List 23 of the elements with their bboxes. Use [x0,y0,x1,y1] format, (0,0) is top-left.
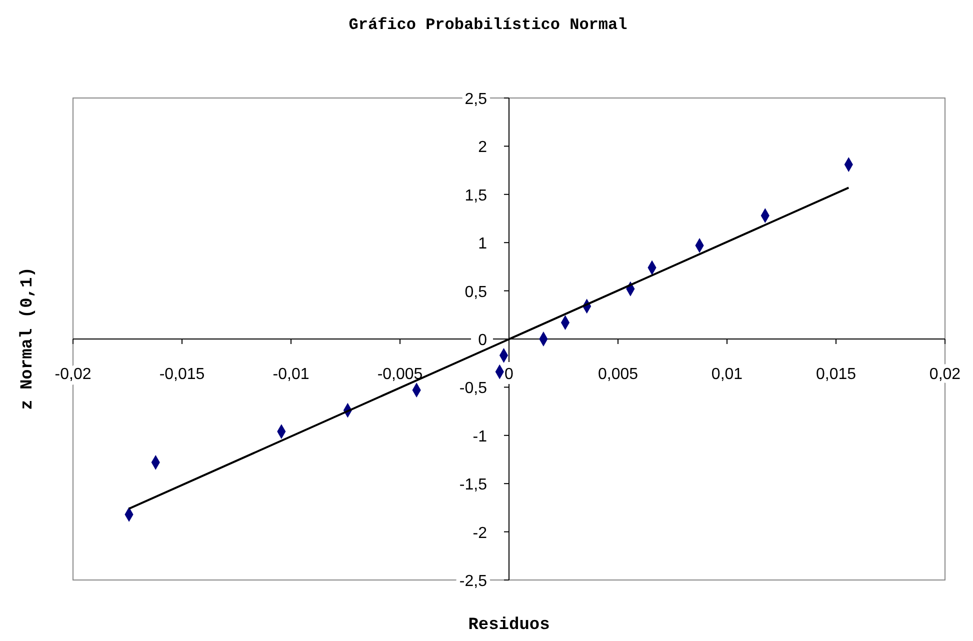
x-tick-label: -0,02 [54,366,92,383]
y-tick-label: -0,5 [459,380,488,398]
y-tick-label: 1 [478,236,488,253]
x-tick-label: 0,01 [711,366,743,383]
x-tick-label: 0,02 [929,366,961,383]
x-tick-label: -0,005 [377,366,423,383]
x-axis-title: Residuos [467,616,551,635]
y-tick-label: -1 [472,428,488,446]
x-tick-label: 0,005 [598,366,638,383]
x-tick-label: -0,015 [159,366,205,383]
chart-title: Gráfico Probabilístico Normal [348,16,628,34]
x-tick-label: -0,01 [272,366,310,383]
y-tick-label: -2 [472,524,488,542]
y-tick-label: -2,5 [459,573,488,590]
y-tick-label: 0,5 [464,284,488,301]
y-tick-label: 0 [478,332,488,349]
y-tick-label: -1,5 [459,476,488,494]
y-axis-title: z Normal (0,1) [18,266,38,412]
y-tick-label: 1,5 [464,187,488,204]
y-tick-label: 2,5 [464,91,488,108]
x-tick-label: 0,015 [816,366,856,383]
y-tick-label: 2 [478,139,488,156]
x-tick-label: 0 [504,366,514,383]
